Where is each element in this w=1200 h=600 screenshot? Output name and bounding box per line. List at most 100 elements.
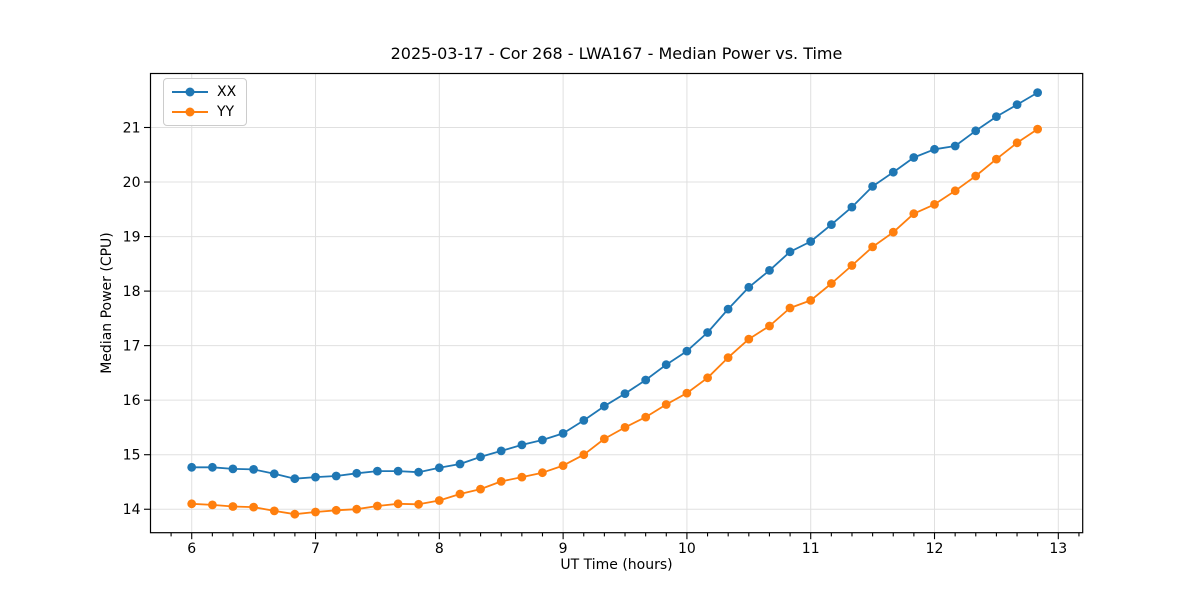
legend-marker-yy-icon (172, 107, 208, 117)
y-tick-label: 19 (123, 230, 141, 246)
data-point (682, 346, 692, 356)
data-point (434, 496, 444, 505)
x-tick-label: 9 (559, 541, 568, 557)
data-point (661, 360, 671, 370)
data-point (744, 282, 754, 292)
data-point (599, 434, 609, 444)
legend-entry-yy: YY (172, 102, 236, 122)
x-axis-label: UT Time (hours) (560, 557, 673, 573)
data-point (579, 416, 589, 425)
data-point (269, 469, 279, 479)
series-yy-line (191, 128, 1039, 516)
data-point (414, 499, 423, 509)
y-tick-label: 18 (123, 284, 141, 300)
data-point (393, 499, 403, 509)
data-point (620, 389, 630, 398)
data-point (1033, 124, 1042, 134)
data-point (806, 237, 816, 246)
data-point (352, 504, 362, 514)
data-point (476, 452, 485, 462)
data-point (827, 220, 836, 230)
data-point (682, 388, 692, 398)
data-point (723, 353, 733, 362)
data-point (331, 505, 341, 515)
legend: XX YY (163, 78, 248, 126)
data-point (290, 474, 300, 484)
data-point (992, 112, 1001, 121)
data-point (269, 506, 279, 516)
data-point (228, 502, 238, 511)
data-point (331, 471, 341, 481)
data-point (992, 154, 1001, 164)
data-point (373, 501, 382, 511)
y-tick-label: 14 (123, 502, 141, 518)
data-point (538, 435, 547, 445)
y-axis-label: Median Power (CPU) (99, 232, 115, 374)
x-tick-label: 10 (678, 541, 696, 557)
data-point (1012, 100, 1022, 109)
tick-labels: 6 7 8 9 10 11 12 13 14 15 16 17 18 19 20 21 (123, 120, 1068, 557)
data-point (476, 484, 485, 494)
data-point (950, 186, 960, 196)
data-point (290, 509, 300, 519)
data-point (228, 464, 238, 474)
data-point (455, 459, 465, 469)
data-point (868, 182, 877, 191)
data-point (950, 141, 960, 151)
data-point (249, 465, 258, 474)
data-point (847, 202, 857, 212)
data-point (496, 477, 506, 486)
data-point (538, 468, 547, 478)
data-point (208, 500, 217, 510)
data-point (765, 266, 774, 275)
legend-label-xx: XX (217, 84, 237, 100)
data-point (517, 440, 527, 450)
series-yy (187, 124, 1042, 519)
x-tick-label: 8 (435, 541, 444, 557)
data-point (703, 373, 712, 383)
data-point (909, 153, 919, 162)
y-tick-label: 17 (123, 339, 141, 355)
data-point (373, 466, 382, 476)
data-point (455, 489, 465, 499)
data-point (930, 144, 939, 154)
data-point (888, 167, 898, 177)
data-point (517, 472, 527, 482)
series-xx-line (191, 91, 1039, 480)
data-point (558, 429, 568, 438)
data-point (930, 200, 939, 209)
data-point (868, 242, 877, 252)
data-point (909, 209, 919, 219)
data-point (703, 328, 712, 337)
data-point (434, 463, 444, 473)
axis-ticks (144, 126, 1080, 540)
y-tick-label: 20 (123, 175, 141, 191)
data-point (888, 227, 898, 237)
legend-marker-xx-icon (172, 87, 208, 97)
data-point (208, 462, 217, 472)
data-point (187, 462, 197, 472)
series-xx (187, 88, 1042, 484)
data-point (971, 171, 981, 181)
data-point (558, 461, 568, 470)
x-tick-label: 13 (1049, 541, 1067, 557)
data-point (765, 321, 774, 331)
data-point (311, 472, 320, 482)
chart-title: 2025-03-17 - Cor 268 - LWA167 - Median P… (390, 44, 843, 63)
data-point (641, 412, 651, 422)
data-point (352, 468, 362, 478)
data-point (785, 247, 795, 257)
y-tick-label: 16 (123, 393, 141, 409)
data-point (599, 401, 609, 411)
y-tick-label: 21 (123, 120, 141, 136)
data-point (661, 400, 671, 409)
data-point (393, 466, 403, 476)
gridlines (150, 73, 1083, 533)
data-point (249, 502, 258, 512)
legend-label-yy: YY (217, 104, 235, 120)
data-point (641, 375, 651, 385)
data-point (620, 423, 630, 432)
data-point (1033, 88, 1042, 97)
